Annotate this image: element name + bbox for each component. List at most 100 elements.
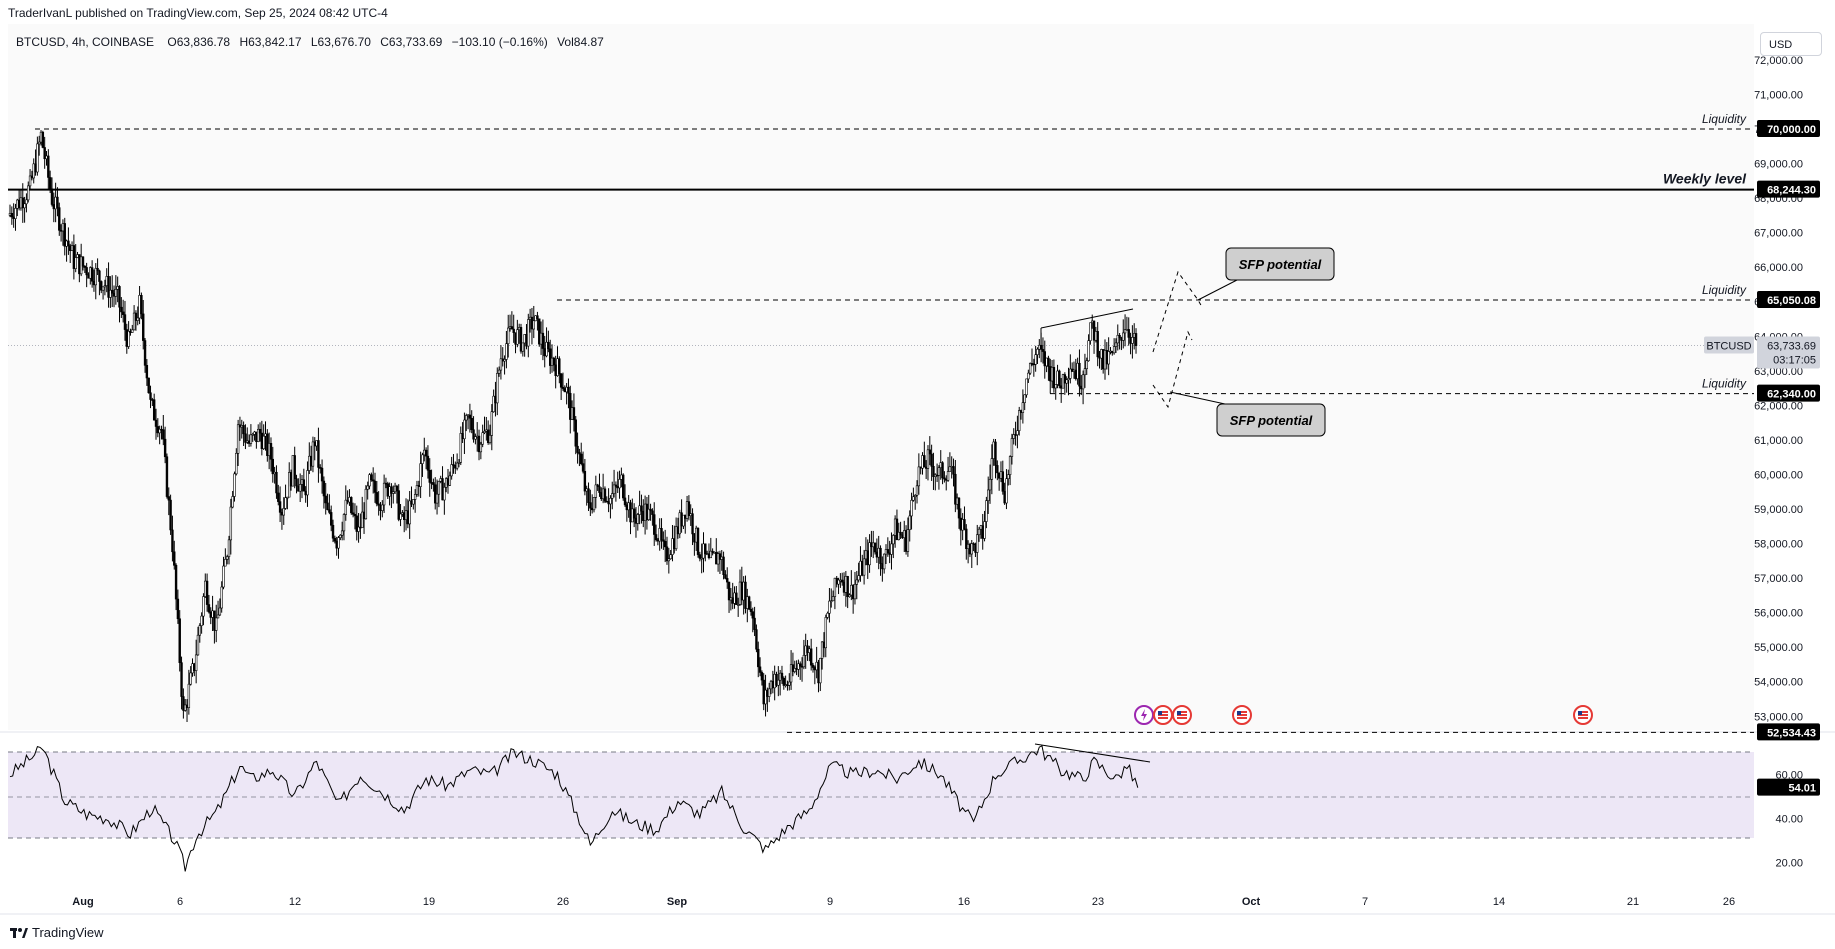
rsi-layer: [9, 743, 1151, 872]
candle-body: [457, 461, 461, 464]
candle-body: [162, 429, 165, 440]
tradingview-footer[interactable]: TradingView: [10, 925, 104, 940]
candle-body: [726, 578, 729, 583]
candle-body: [468, 414, 472, 419]
time-tick-label: 16: [958, 896, 970, 908]
candle-body: [258, 428, 262, 434]
us-flag-event-icon[interactable]: [1172, 705, 1192, 725]
rsi-current-label: 54.01: [1788, 783, 1816, 795]
candle-body: [826, 612, 829, 618]
legend-symbol[interactable]: BTCUSD, 4h, COINBASE: [16, 35, 155, 49]
candle-body: [811, 664, 815, 668]
currency-selector[interactable]: USD: [1760, 32, 1822, 56]
legend-low: L63,676.70: [310, 35, 371, 49]
candle-body: [256, 428, 260, 442]
candle-body: [58, 207, 61, 231]
candle-body: [357, 526, 360, 532]
publisher-info: TraderIvanL published on TradingView.com…: [8, 6, 388, 20]
candle-body: [912, 496, 915, 501]
sfp-top-box: [1225, 247, 1335, 281]
main-pane-bg: [8, 24, 1754, 730]
candle-body: [744, 581, 747, 609]
us-flag-event-icon[interactable]: [1153, 705, 1173, 725]
candle-body: [236, 424, 240, 454]
us-flag-event-icon[interactable]: [1232, 705, 1252, 725]
events-layer[interactable]: [1134, 705, 1593, 725]
candle-body: [651, 510, 654, 515]
candle-body: [930, 453, 933, 467]
candle-body: [1052, 367, 1056, 389]
candle-body: [1127, 329, 1130, 338]
us-flag-event-icon[interactable]: [1573, 705, 1593, 725]
rsi-tick-label: 60.00: [1775, 770, 1803, 782]
news-event-icon[interactable]: [1134, 705, 1154, 725]
candle-body: [302, 479, 306, 492]
candle-body: [640, 505, 643, 512]
candle-body: [395, 485, 399, 491]
candle-body: [118, 286, 121, 308]
candle-body: [63, 223, 66, 247]
price-axis[interactable]: 72,000.0071,000.0070,000.0069,000.0068,0…: [1754, 55, 1803, 870]
candle-body: [249, 434, 253, 444]
candle-body: [561, 386, 565, 389]
candle-body: [381, 504, 384, 511]
footer-brand: TradingView: [32, 925, 104, 940]
candle-body: [580, 453, 583, 464]
time-axis[interactable]: Aug 6 12 19 26 Sep 9 16 23 Oct 7 14 21 26: [72, 896, 1735, 908]
candle-body: [1114, 342, 1118, 347]
current-symbol-label: BTCUSD: [1706, 340, 1751, 352]
candle-body: [649, 508, 652, 512]
candle-body: [123, 314, 127, 330]
candle-body: [623, 497, 627, 506]
sfp-top-text: SFP potential: [1239, 257, 1322, 272]
candle-body: [1012, 434, 1015, 439]
price-tick-label: 63,000.00: [1754, 366, 1803, 378]
candle-body: [791, 664, 795, 672]
candle-body: [14, 208, 17, 219]
candle-body: [127, 331, 130, 347]
candle-body: [948, 466, 952, 472]
candle-body: [83, 265, 87, 268]
candle-body: [868, 542, 871, 566]
candle-body: [824, 617, 827, 649]
candle-body: [592, 497, 596, 511]
candle-body: [1008, 456, 1012, 475]
candle-body: [895, 518, 899, 540]
candle-body: [760, 672, 764, 681]
candle-body: [1067, 378, 1070, 381]
price-tick-label: 57,000.00: [1754, 573, 1803, 585]
candle-body: [187, 683, 191, 708]
candle-body: [382, 482, 386, 506]
candle-body: [432, 482, 435, 486]
candle-body: [366, 485, 369, 490]
candle-body: [21, 197, 24, 209]
candle-body: [1112, 346, 1116, 354]
candle-body: [182, 696, 185, 711]
candle-body: [831, 596, 835, 602]
candle-body: [1058, 370, 1061, 387]
candle-body: [426, 455, 430, 471]
candle-body: [985, 500, 988, 522]
liquidity-low-price-bg: [1757, 384, 1820, 402]
time-tick-label: 21: [1627, 896, 1639, 908]
candle-body: [797, 663, 800, 670]
candle-body: [833, 577, 837, 597]
candle-body: [331, 524, 335, 539]
candle-body: [603, 488, 607, 502]
candle-body: [611, 493, 614, 499]
liquidity-low-price-label: 62,340.00: [1767, 389, 1816, 401]
candle-body: [1036, 348, 1039, 356]
labels-layer: 70,000.00 68,244.30 65,050.08 62,340.00 52,5…: [1704, 120, 1820, 796]
candle-body: [340, 530, 344, 536]
candle-body: [101, 286, 105, 291]
candle-body: [36, 143, 39, 173]
candle-body: [996, 465, 999, 474]
candle-body: [890, 543, 893, 555]
candle-body: [286, 496, 289, 499]
candle-body: [136, 317, 139, 321]
candle-body: [819, 658, 822, 684]
weekly-level-text: Weekly level: [1663, 171, 1747, 187]
candle-body: [988, 478, 992, 491]
price-tick-label: 53,000.00: [1754, 711, 1803, 723]
